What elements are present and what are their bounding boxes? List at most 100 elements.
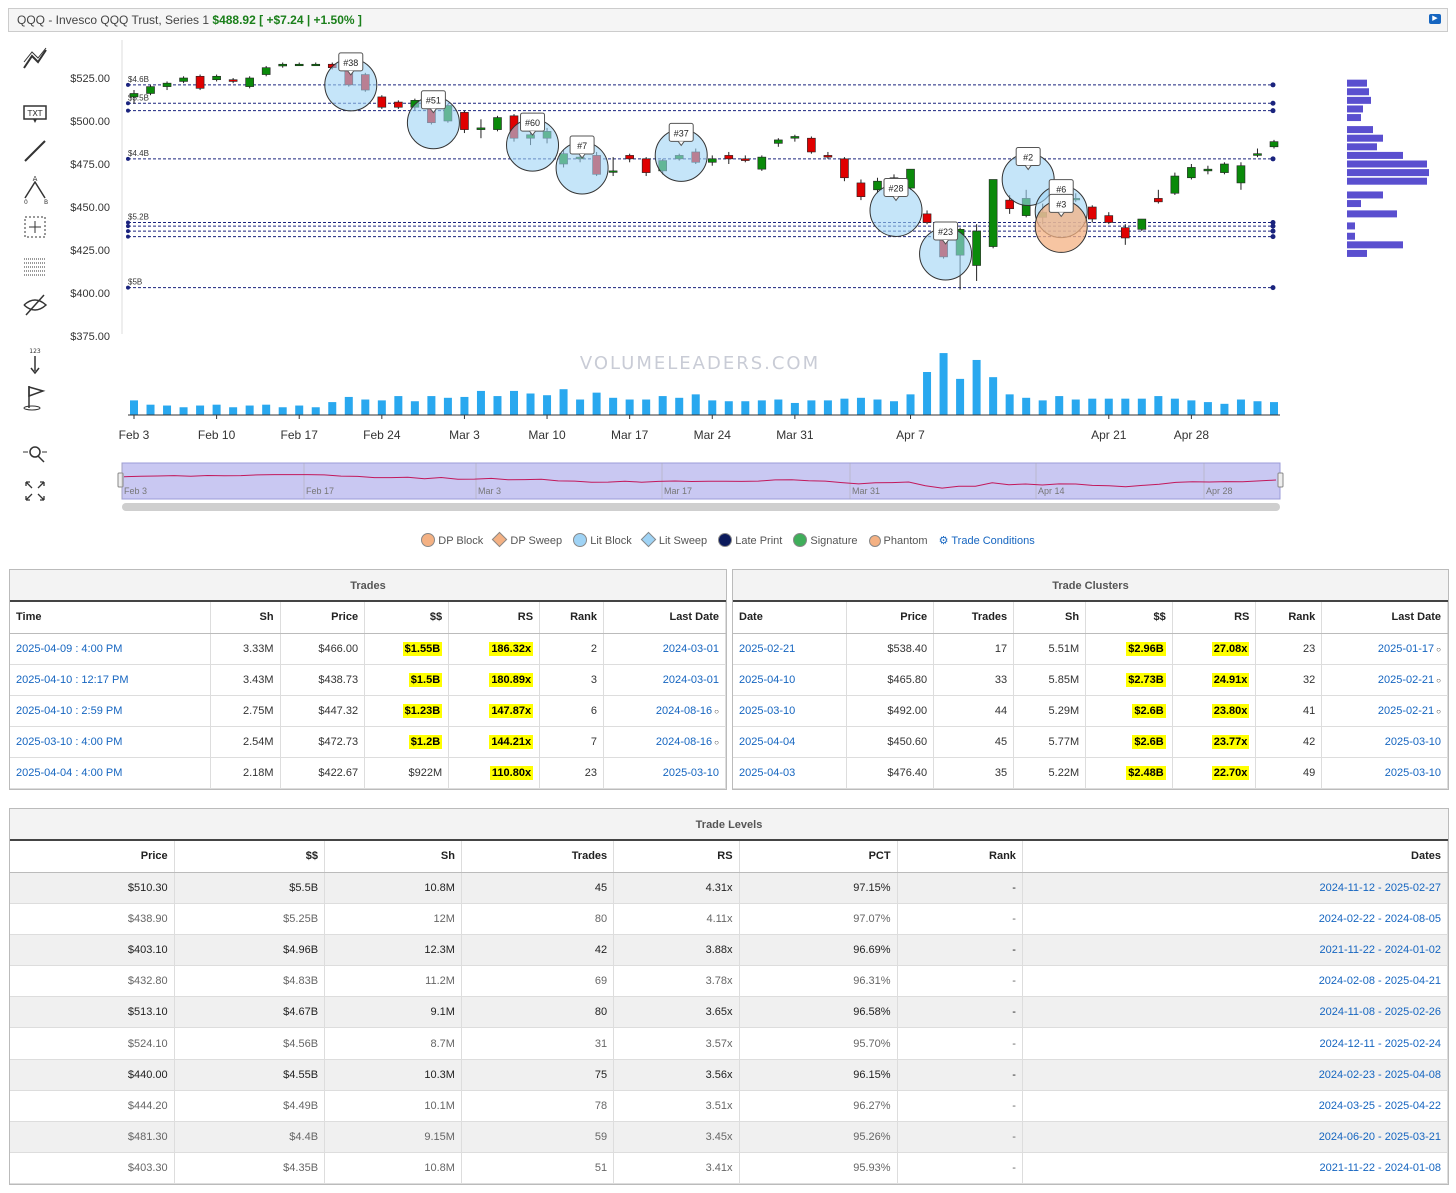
trades-col-header[interactable]: Rank xyxy=(539,602,604,634)
levels-date-link[interactable]: 2024-12-11 - 2025-02-24 xyxy=(1319,1037,1442,1050)
legend-signature[interactable]: Signature xyxy=(793,533,857,547)
clusters-col-header[interactable]: Date xyxy=(733,602,848,634)
levels-row[interactable]: $510.30 $5.5B 10.8M 45 4.31x 97.15% - 2024-11-1… xyxy=(10,872,1449,904)
clusters-date-link[interactable]: 2025-04-03 xyxy=(739,767,796,780)
abc-pattern-icon[interactable]: A 0 B xyxy=(18,172,52,206)
clusters-row[interactable]: 2025-04-03 $476.40 35 5.22M $2.48B 22.70x 49 20… xyxy=(733,757,1448,790)
trades-date-link[interactable]: 2025-04-04 : 4:00 PM xyxy=(16,767,123,780)
trades-col-header[interactable]: Sh xyxy=(210,602,281,634)
trades-date-link[interactable]: 2025-04-10 : 2:59 PM xyxy=(16,704,123,717)
levels-date-link[interactable]: 2024-03-25 - 2025-04-22 xyxy=(1318,1099,1441,1112)
trades-date-link[interactable]: 2025-04-09 : 4:00 PM xyxy=(16,642,123,655)
trades-col-header[interactable]: Price xyxy=(280,602,366,634)
clusters-row[interactable]: 2025-03-10 $492.00 44 5.29M $2.6B 23.80x 41 202… xyxy=(733,695,1448,728)
trendline-icon[interactable] xyxy=(18,42,52,76)
hide-icon[interactable] xyxy=(18,288,52,322)
trades-row[interactable]: 2025-03-10 : 4:00 PM 2.54M $472.73 $1.2B 144… xyxy=(10,726,726,759)
clusters-row[interactable]: 2025-02-21 $538.40 17 5.51M $2.96B 27.08x 23 20… xyxy=(733,633,1448,665)
levels-date-link[interactable]: 2021-11-22 - 2024-01-02 xyxy=(1319,943,1442,956)
clusters-col-header[interactable]: Price xyxy=(846,602,935,634)
clusters-col-header[interactable]: Sh xyxy=(1013,602,1087,634)
clusters-cell: 35 xyxy=(933,757,1015,790)
clusters-row[interactable]: 2025-04-10 $465.80 33 5.85M $2.73B 24.91x 32 20… xyxy=(733,664,1448,696)
clusters-col-header[interactable]: Rank xyxy=(1255,602,1323,634)
trade-conditions-link[interactable]: ⚙ Trade Conditions xyxy=(938,535,1035,547)
video-icon[interactable]: ▶ xyxy=(1429,14,1441,24)
clusters-date-link[interactable]: 2025-01-17 xyxy=(1377,642,1435,655)
levels-col-header[interactable]: RS xyxy=(613,841,740,873)
grid-icon[interactable] xyxy=(18,250,52,284)
expand-icon[interactable] xyxy=(18,474,52,508)
trades-row[interactable]: 2025-04-09 : 4:00 PM 3.33M $466.00 $1.55B 18… xyxy=(10,633,726,665)
price-chart[interactable]: $525.00 $500.00 $475.00 $450.00 $425.00 $400.… xyxy=(60,34,1450,514)
trades-col-header[interactable]: RS xyxy=(448,602,541,634)
levels-row[interactable]: $403.30 $4.35B 10.8M 51 3.41x 95.93% - 2021-11-… xyxy=(10,1152,1449,1185)
levels-date-link[interactable]: 2024-11-12 - 2025-02-27 xyxy=(1319,881,1442,894)
levels-row[interactable]: $513.10 $4.67B 9.1M 80 3.65x 96.58% - 2024-11-0… xyxy=(10,996,1449,1029)
trades-date-link[interactable]: 2024-08-16 xyxy=(655,704,713,717)
trades-row[interactable]: 2025-04-04 : 4:00 PM 2.18M $422.67 $922M 110… xyxy=(10,757,726,790)
levels-col-header[interactable]: $$ xyxy=(174,841,326,873)
legend-dp-block[interactable]: DP Block xyxy=(421,533,483,547)
clusters-date-link[interactable]: 2025-03-10 xyxy=(1384,736,1441,749)
magnifier-icon[interactable] xyxy=(18,436,52,470)
levels-date-link[interactable]: 2024-06-20 - 2025-03-21 xyxy=(1318,1131,1441,1144)
clusters-date-link[interactable]: 2025-02-21 xyxy=(1377,673,1435,686)
levels-date-link[interactable]: 2024-02-08 - 2025-04-21 xyxy=(1318,975,1441,988)
clusters-date-link[interactable]: 2025-03-10 xyxy=(1384,767,1441,780)
levels-date-link[interactable]: 2024-02-23 - 2025-04-08 xyxy=(1318,1068,1441,1081)
levels-col-header[interactable]: Dates xyxy=(1022,841,1449,873)
text-icon[interactable]: TXT xyxy=(18,96,52,130)
trades-col-header[interactable]: Time xyxy=(10,602,211,634)
trades-date-link[interactable]: 2024-08-16 xyxy=(655,736,713,749)
levels-date-link[interactable]: 2021-11-22 - 2024-01-08 xyxy=(1319,1162,1442,1175)
trades-date-link[interactable]: 2024-03-01 xyxy=(662,642,719,655)
clusters-col-header[interactable]: RS xyxy=(1172,602,1257,634)
clusters-date-link[interactable]: 2025-04-10 xyxy=(739,673,796,686)
levels-row[interactable]: $432.80 $4.83B 11.2M 69 3.78x 96.31% - 2024-02-… xyxy=(10,965,1449,998)
trades-col-header[interactable]: Last Date xyxy=(603,602,726,634)
levels-col-header[interactable]: Price xyxy=(10,841,175,873)
levels-col-header[interactable]: Sh xyxy=(324,841,462,873)
trades-cell: $438.73 xyxy=(280,664,366,696)
trades-col-header[interactable]: $$ xyxy=(364,602,450,634)
legend-lit-block[interactable]: Lit Block xyxy=(573,533,632,547)
levels-date-link[interactable]: 2024-02-22 - 2024-08-05 xyxy=(1318,912,1441,925)
clusters-date-link[interactable]: 2025-04-04 xyxy=(739,736,796,749)
clusters-date-link[interactable]: 2025-02-21 xyxy=(1377,704,1435,717)
trades-highlight-value: 180.89x xyxy=(489,672,534,687)
trades-date-link[interactable]: 2025-03-10 xyxy=(662,767,719,780)
legend-phantom[interactable]: Phantom xyxy=(868,535,928,547)
trades-row[interactable]: 2025-04-10 : 2:59 PM 2.75M $447.32 $1.23B 14… xyxy=(10,695,726,728)
crosshair-box-icon[interactable] xyxy=(18,210,52,244)
clusters-col-header[interactable]: $$ xyxy=(1085,602,1173,634)
levels-col-header[interactable]: Rank xyxy=(897,841,1023,873)
legend-lit-sweep[interactable]: Lit Sweep xyxy=(640,531,707,548)
counter-icon[interactable]: 123 xyxy=(18,344,52,378)
levels-date-link[interactable]: 2024-11-08 - 2025-02-26 xyxy=(1319,1006,1442,1019)
levels-row[interactable]: $403.10 $4.96B 12.3M 42 3.88x 96.69% - 2021-11-… xyxy=(10,934,1449,967)
trades-row[interactable]: 2025-04-10 : 12:17 PM 3.43M $438.73 $1.5B 18… xyxy=(10,664,726,696)
trades-date-link[interactable]: 2025-04-10 : 12:17 PM xyxy=(16,673,129,686)
levels-row[interactable]: $444.20 $4.49B 10.1M 78 3.51x 96.27% - 2024-03-… xyxy=(10,1090,1449,1123)
trades-date-link[interactable]: 2025-03-10 : 4:00 PM xyxy=(16,736,123,749)
clusters-col-header[interactable]: Last Date xyxy=(1321,602,1448,634)
clusters-date-link[interactable]: 2025-03-10 xyxy=(739,704,796,717)
clusters-row[interactable]: 2025-04-04 $450.60 45 5.77M $2.6B 23.77x 42 202… xyxy=(733,726,1448,759)
clusters-col-header[interactable]: Trades xyxy=(933,602,1015,634)
levels-row[interactable]: $524.10 $4.56B 8.7M 31 3.57x 95.70% - 2024-12-1… xyxy=(10,1027,1449,1060)
legend-late-print[interactable]: Late Print xyxy=(718,533,782,547)
line-icon[interactable] xyxy=(18,134,52,168)
levels-col-header[interactable]: Trades xyxy=(461,841,615,873)
trades-date-link[interactable]: 2024-03-01 xyxy=(662,673,719,686)
levels-value: 80 xyxy=(594,1006,608,1019)
legend-dp-sweep[interactable]: DP Sweep xyxy=(492,531,562,548)
levels-row[interactable]: $438.90 $5.25B 12M 80 4.11x 97.07% - 2024-02-22… xyxy=(10,903,1449,935)
levels-row[interactable]: $440.00 $4.55B 10.3M 75 3.56x 96.15% - 2024-02-… xyxy=(10,1059,1449,1091)
levels-cell: 2021-11-22 - 2024-01-02 xyxy=(1022,934,1449,967)
flag-icon[interactable] xyxy=(18,380,52,414)
levels-cell: 3.57x xyxy=(613,1027,740,1060)
clusters-date-link[interactable]: 2025-02-21 xyxy=(739,642,796,655)
levels-col-header[interactable]: PCT xyxy=(739,841,898,873)
levels-row[interactable]: $481.30 $4.4B 9.15M 59 3.45x 95.26% - 2024-06-2… xyxy=(10,1121,1449,1154)
